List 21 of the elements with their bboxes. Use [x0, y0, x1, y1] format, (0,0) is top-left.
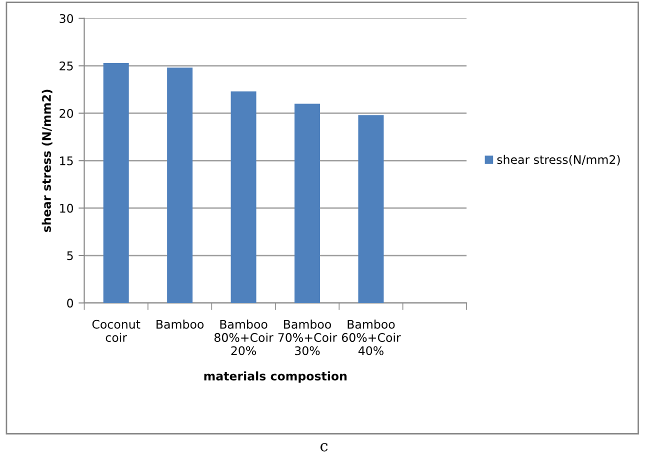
y-tick-label: 5	[67, 251, 73, 260]
x-tick-label: Bamboo 70%+Coir 30%	[278, 320, 338, 356]
y-tick-label: 20	[60, 108, 74, 118]
bar	[294, 104, 320, 303]
legend-label: shear stress(N/mm2)	[497, 154, 620, 166]
y-tick-label: 30	[60, 14, 74, 24]
bar	[103, 62, 129, 303]
bar	[358, 115, 384, 303]
bar	[230, 91, 256, 303]
x-tick-label: Coconut coir	[92, 320, 140, 342]
x-tick-label: Bamboo 60%+Coir 40%	[342, 320, 401, 356]
bar	[167, 68, 193, 303]
y-axis-title: shear stress (N/mm2)	[42, 90, 52, 232]
x-tick-label: Bamboo 80%+Coir 20%	[214, 320, 274, 356]
y-tick-label: 25	[60, 62, 73, 70]
y-tick-label: 10	[60, 204, 74, 213]
y-tick-label: 15	[60, 156, 73, 166]
x-axis-title: materials compostion	[204, 371, 347, 383]
x-tick-label: Bamboo	[156, 320, 204, 329]
y-tick-label: 0	[67, 298, 74, 308]
text: c	[320, 443, 328, 452]
